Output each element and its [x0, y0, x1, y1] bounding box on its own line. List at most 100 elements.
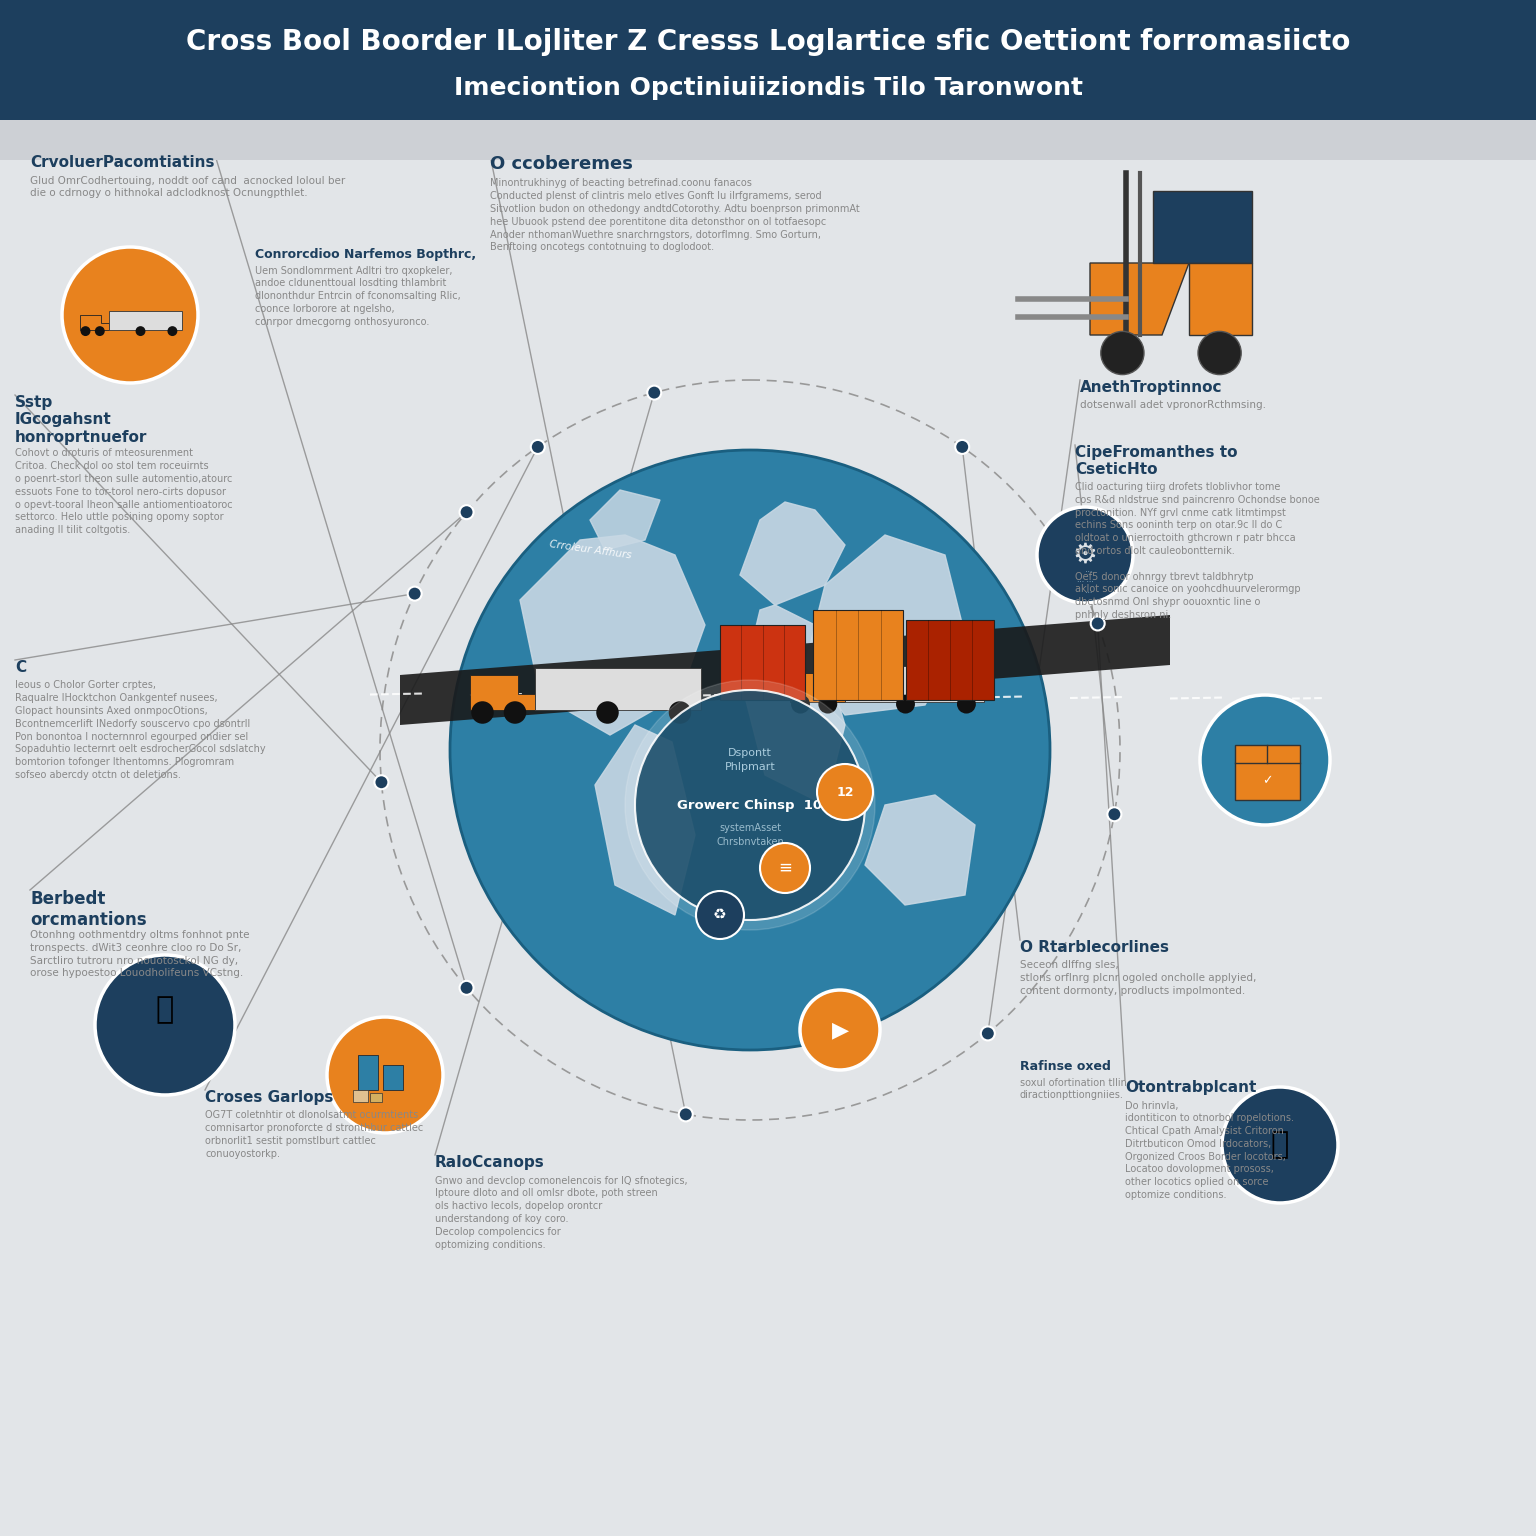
- Text: Sstp
IGcogahsnt
honroprtnuefor: Sstp IGcogahsnt honroprtnuefor: [15, 395, 147, 445]
- Circle shape: [955, 439, 969, 455]
- Circle shape: [1101, 332, 1144, 375]
- Polygon shape: [590, 490, 660, 550]
- Circle shape: [800, 991, 880, 1071]
- Circle shape: [817, 763, 872, 820]
- Circle shape: [760, 843, 809, 892]
- Circle shape: [459, 982, 473, 995]
- Polygon shape: [790, 673, 845, 702]
- Text: 💻: 💻: [155, 995, 174, 1025]
- Text: OG7T coletnhtir ot dlonolsatmt ocurmtients
comnisartor pronoforcte d stronthbur : OG7T coletnhtir ot dlonolsatmt ocurmtien…: [204, 1111, 424, 1158]
- Polygon shape: [845, 667, 985, 702]
- Text: O Rtarblecorlines: O Rtarblecorlines: [1020, 940, 1169, 955]
- Polygon shape: [906, 621, 994, 700]
- FancyBboxPatch shape: [0, 0, 1536, 120]
- Text: Glud OmrCodhertouing, noddt oof cand  acnocked loloul ber
die o cdrnogy o hithno: Glud OmrCodhertouing, noddt oof cand acn…: [31, 175, 346, 198]
- Circle shape: [61, 247, 198, 382]
- Text: ≡: ≡: [779, 859, 793, 877]
- Text: Conrorcdioo Narfemos Bopthrc,: Conrorcdioo Narfemos Bopthrc,: [255, 247, 476, 261]
- Text: Rafinse oxed: Rafinse oxed: [1020, 1060, 1111, 1074]
- Text: ✓: ✓: [1261, 774, 1272, 788]
- Text: Gnwo and devclop comonelencois for IQ sfnotegics,
Iptoure dloto and oll omlsr db: Gnwo and devclop comonelencois for IQ sf…: [435, 1175, 688, 1249]
- Circle shape: [531, 439, 545, 455]
- Circle shape: [95, 955, 235, 1095]
- Text: Berbedt
orcmantions: Berbedt orcmantions: [31, 889, 146, 929]
- Text: Do hrinvla,
idontiticon to otnorbol ropelotions.
Chtical Cpath Amalysist Critoro: Do hrinvla, idontiticon to otnorbol rope…: [1124, 1100, 1293, 1200]
- Text: RaIoCcanops: RaIoCcanops: [435, 1155, 545, 1170]
- Circle shape: [625, 680, 876, 929]
- Circle shape: [95, 326, 104, 336]
- Text: Cross Bool Boorder ILojliter Z Cresss Loglartice sfic Oettiont forromasiicto: Cross Bool Boorder ILojliter Z Cresss Lo…: [186, 28, 1350, 55]
- FancyBboxPatch shape: [1235, 745, 1299, 800]
- Text: Uem Sondlomrment Adltri tro qxopkeler,
andoe cldunenttoual losdting thlambrit
dl: Uem Sondlomrment Adltri tro qxopkeler, a…: [255, 266, 461, 327]
- Text: Seceon dlffng sles,
stlons orflnrg plcnr ogoled oncholle applyied,
content dormo: Seceon dlffng sles, stlons orflnrg plcnr…: [1020, 960, 1256, 997]
- Circle shape: [327, 1017, 442, 1134]
- Text: ⚙: ⚙: [1072, 541, 1097, 568]
- Text: Otonhng oothmentdry oltms fonhnot pnte
tronspects. dWit3 ceonhre cloo ro Do Sr,
: Otonhng oothmentdry oltms fonhnot pnte t…: [31, 929, 249, 978]
- Polygon shape: [1154, 190, 1252, 263]
- Text: C: C: [15, 660, 26, 674]
- Text: 🚗: 🚗: [1270, 1130, 1289, 1160]
- Circle shape: [696, 891, 743, 938]
- Polygon shape: [521, 535, 705, 736]
- Circle shape: [668, 702, 691, 723]
- Circle shape: [1223, 1087, 1338, 1203]
- FancyBboxPatch shape: [382, 1064, 402, 1091]
- Circle shape: [135, 326, 146, 336]
- Polygon shape: [740, 502, 845, 605]
- Circle shape: [1200, 694, 1330, 825]
- Circle shape: [375, 776, 389, 790]
- Text: Imeciontion Opctiniuiiziondis Tilo Taronwont: Imeciontion Opctiniuiiziondis Tilo Taron…: [453, 75, 1083, 100]
- Circle shape: [1091, 616, 1104, 630]
- Circle shape: [1037, 507, 1134, 604]
- FancyBboxPatch shape: [0, 120, 1536, 160]
- Text: Cohovt o droturis of mteosurenment
Critoa. Check dol oo stol tem roceuirnts
o po: Cohovt o droturis of mteosurenment Crito…: [15, 449, 232, 536]
- Circle shape: [450, 450, 1051, 1051]
- Text: O ccoberemes: O ccoberemes: [490, 155, 633, 174]
- Text: ▶: ▶: [831, 1020, 848, 1040]
- FancyBboxPatch shape: [370, 1094, 382, 1101]
- Text: soxul ofortination tllin
diractionpttiongniies.: soxul ofortination tllin diractionpttion…: [1020, 1077, 1127, 1100]
- Text: 12: 12: [836, 785, 854, 799]
- Polygon shape: [80, 315, 109, 330]
- Circle shape: [504, 702, 527, 723]
- Text: Clid oacturing tiirg drofets tloblivhor tome
cos R&d nldstrue snd paincrenro Och: Clid oacturing tiirg drofets tloblivhor …: [1075, 482, 1319, 621]
- Text: ...
... ...
   ...: ... ... ... ...: [1077, 565, 1094, 594]
- Circle shape: [647, 386, 660, 399]
- Circle shape: [634, 690, 865, 920]
- Circle shape: [407, 587, 422, 601]
- Text: Minontrukhinyg of beacting betrefinad.coonu fanacos
Conducted plenst of clintris: Minontrukhinyg of beacting betrefinad.co…: [490, 178, 860, 252]
- FancyBboxPatch shape: [358, 1055, 378, 1091]
- Text: CipeFromanthes to
CseticHto: CipeFromanthes to CseticHto: [1075, 445, 1238, 478]
- Circle shape: [679, 1107, 693, 1121]
- Polygon shape: [399, 614, 1170, 725]
- Circle shape: [167, 326, 177, 336]
- Circle shape: [459, 505, 473, 519]
- Polygon shape: [535, 668, 702, 710]
- Text: dotsenwall adet vpronorRcthmsing.: dotsenwall adet vpronorRcthmsing.: [1080, 401, 1266, 410]
- Text: Croses Garlops: Croses Garlops: [204, 1091, 333, 1104]
- Text: Otontrabplcant: Otontrabplcant: [1124, 1080, 1256, 1095]
- Polygon shape: [742, 605, 845, 805]
- Text: AnethTroptinnoc: AnethTroptinnoc: [1080, 379, 1223, 395]
- Circle shape: [596, 702, 619, 723]
- Circle shape: [819, 694, 837, 714]
- Circle shape: [1107, 808, 1121, 822]
- Circle shape: [1198, 332, 1241, 375]
- Circle shape: [472, 702, 493, 723]
- Text: Dspontt
Phlpmart: Dspontt Phlpmart: [725, 748, 776, 771]
- FancyBboxPatch shape: [353, 1091, 369, 1101]
- Polygon shape: [109, 312, 181, 330]
- Text: Ieous o Cholor Gorter crptes,
Raqualre IHocktchon Oankgentef nusees,
Glopact hou: Ieous o Cholor Gorter crptes, Raqualre I…: [15, 680, 266, 780]
- Circle shape: [80, 326, 91, 336]
- Text: systemAsset
Chrsbnvtaken: systemAsset Chrsbnvtaken: [716, 823, 783, 846]
- Polygon shape: [594, 725, 694, 915]
- Polygon shape: [805, 535, 965, 714]
- Polygon shape: [865, 796, 975, 905]
- Polygon shape: [1189, 263, 1252, 335]
- Polygon shape: [1091, 263, 1189, 335]
- Polygon shape: [813, 610, 903, 700]
- Circle shape: [895, 694, 915, 714]
- Text: CrvoluerPacomtiatins: CrvoluerPacomtiatins: [31, 155, 215, 170]
- Text: Growerc Chinsp  10: Growerc Chinsp 10: [677, 799, 823, 811]
- Polygon shape: [720, 625, 805, 700]
